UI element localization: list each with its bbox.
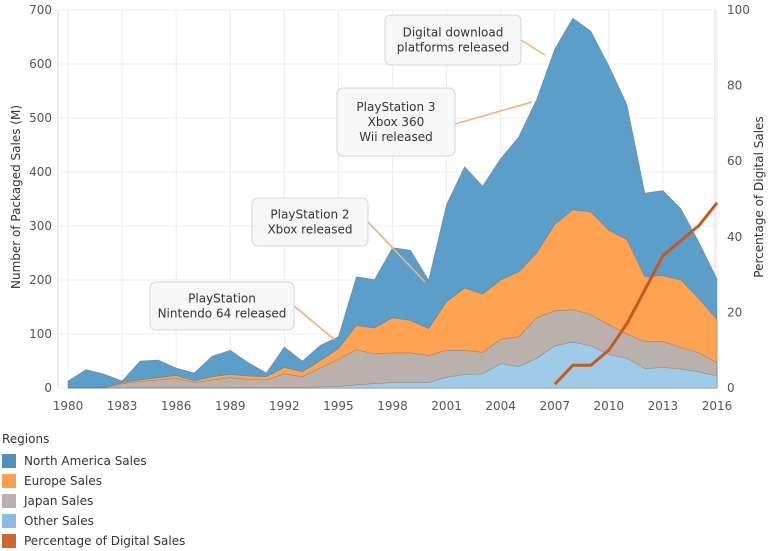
annotation-leader [367,221,426,283]
y-tick-label: 400 [29,165,52,179]
x-tick-label: 1995 [323,399,354,413]
y2-tick-label: 80 [727,79,742,93]
y2-tick-label: 60 [727,154,742,168]
x-tick-label: 1998 [377,399,408,413]
x-tick-label: 2004 [485,399,516,413]
annotation-text: PlayStation 3 [356,100,435,114]
y-tick-label: 100 [29,327,52,341]
y2-axis-ticks: 0 20 40 60 80 100 [727,3,750,395]
y2-tick-label: 100 [727,3,750,17]
legend-item[interactable]: North America Sales [2,451,185,471]
legend-item[interactable]: Japan Sales [2,491,185,511]
legend-item[interactable]: Percentage of Digital Sales [2,531,185,551]
x-tick-label: 2010 [594,399,625,413]
y-tick-label: 0 [44,381,52,395]
legend-swatch [2,454,16,468]
legend-label: Percentage of Digital Sales [24,534,186,548]
area-series [67,17,718,389]
legend-item[interactable]: Other Sales [2,511,185,531]
annotation-text: Wii released [359,130,432,144]
legend-label: Other Sales [24,514,94,528]
annotation-text: PlayStation [188,292,256,306]
x-tick-label: 1983 [107,399,138,413]
x-tick-label: 1980 [53,399,84,413]
annotation-leader [520,39,546,56]
annotation-box [251,197,369,247]
y2-tick-label: 0 [727,381,735,395]
legend-label: Europe Sales [24,474,102,488]
digital-sales-path [553,201,719,386]
annotation-box [336,87,456,157]
x-tick-label: 2013 [648,399,679,413]
annotation-text: Xbox 360 [368,115,425,129]
y-tick-label: 200 [29,273,52,287]
annotation-text: Digital download [403,26,504,40]
annotation-text: PlayStation 2 [270,208,349,222]
annotation-text: Nintendo 64 released [158,307,287,321]
x-tick-label: 2007 [539,399,570,413]
legend: Regions North America Sales Europe Sales J… [2,432,185,551]
legend-swatch [2,514,16,528]
x-axis-ticks: 1980 1983 1986 1989 1992 1995 1998 2001 2004 2007… [53,399,733,413]
x-tick-label: 2016 [702,399,733,413]
annotation-text: platforms released [397,41,509,55]
legend-title: Regions [2,432,50,446]
y2-axis-title: Percentage of Digital Sales [752,116,766,277]
legend-swatch [2,494,16,508]
annotation-box [384,14,522,66]
y-tick-label: 700 [29,3,52,17]
y-tick-label: 600 [29,57,52,71]
y-axis-ticks: 0 100 200 300 400 500 600 700 [29,3,52,395]
legend-label: Japan Sales [24,494,94,508]
annotation-box [149,281,295,331]
x-tick-label: 1992 [269,399,300,413]
digital-sales-line [553,201,719,386]
area-other-sales [68,341,718,389]
annotation-leader [293,305,336,341]
annotation-text: Xbox released [267,223,352,237]
legend-swatch [2,474,16,488]
y-tick-label: 500 [29,111,52,125]
legend-item[interactable]: Europe Sales [2,471,185,491]
x-tick-label: 2001 [431,399,462,413]
legend-label: North America Sales [24,454,147,468]
x-tick-label: 1986 [161,399,192,413]
y-axis-title: Number of Packaged Sales (M) [9,105,23,289]
y-tick-label: 300 [29,219,52,233]
y2-tick-label: 40 [727,230,742,244]
x-tick-label: 1989 [215,399,246,413]
annotation-leader [454,101,533,125]
y2-tick-label: 20 [727,305,742,319]
legend-swatch [2,534,16,548]
